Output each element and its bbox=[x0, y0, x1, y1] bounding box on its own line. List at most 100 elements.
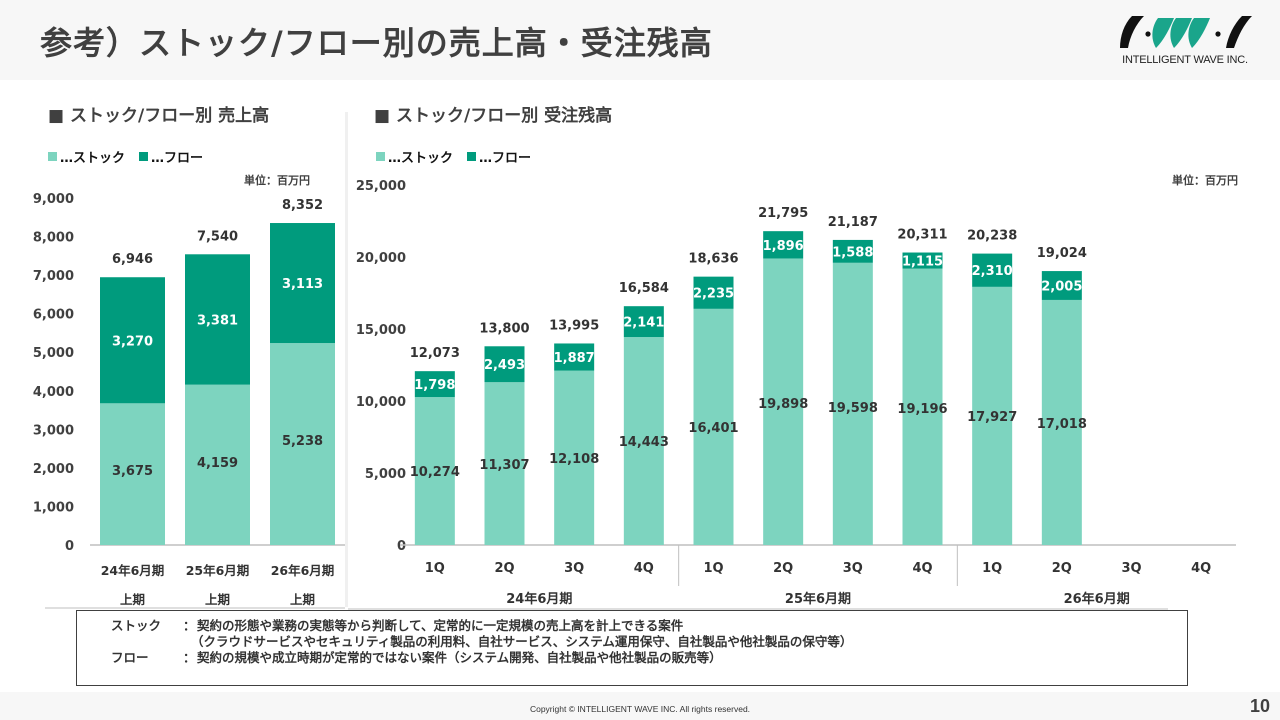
bar-stock bbox=[554, 370, 595, 545]
x-tick-label: 4Q bbox=[1191, 561, 1211, 576]
definition-stock-detail: （クラウドサービスやセキュリティ製品の利用料、自社サービス、システム運用保守、自… bbox=[111, 634, 1187, 650]
x-tick-label: 2Q bbox=[773, 561, 793, 576]
bar-flow bbox=[185, 254, 250, 385]
definition-separator: ： bbox=[183, 650, 196, 665]
data-label-total: 18,636 bbox=[688, 252, 738, 267]
bar-stock bbox=[623, 337, 664, 545]
data-label-total: 13,800 bbox=[479, 321, 529, 336]
definition-desc-stock-examples: （クラウドサービスやセキュリティ製品の利用料、自社サービス、システム運用保守、自… bbox=[191, 634, 853, 649]
y-tick-label: 15,000 bbox=[356, 323, 406, 338]
data-label-flow: 1,896 bbox=[763, 239, 804, 254]
y-tick-label: 25,000 bbox=[356, 179, 406, 194]
x-tick-sublabel: 上期 bbox=[120, 592, 145, 607]
data-label-stock: 19,598 bbox=[828, 401, 878, 416]
data-label-stock: 14,443 bbox=[619, 435, 669, 450]
data-label-flow: 1,887 bbox=[554, 351, 595, 366]
sales-chart: 0 1,000 2,000 3,000 4,000 5,000 6,000 7,000 8,00… bbox=[33, 192, 345, 609]
x-tick-label: 1Q bbox=[982, 561, 1002, 576]
x-tick-label: 1Q bbox=[703, 561, 723, 576]
y-tick-label: 7,000 bbox=[33, 269, 74, 284]
bar-stock bbox=[1041, 299, 1082, 545]
bar-flow bbox=[972, 253, 1013, 287]
legend-label-stock: …ストック bbox=[388, 151, 454, 166]
header-bar: 参考）ストック/フロー別の売上高・受注残高 INTELLIGENT WAVE I… bbox=[0, 0, 1280, 80]
definition-desc-stock: 契約の形態や業務の実態等から判断して、定常的に一定規模の売上高を計上できる案件 bbox=[197, 618, 684, 633]
bar-flow bbox=[832, 239, 873, 263]
legend-item-flow: …フロー bbox=[467, 147, 531, 166]
x-tick-label: 4Q bbox=[912, 561, 932, 576]
y-tick-label: 1,000 bbox=[33, 500, 74, 515]
x-tick-sublabel: 上期 bbox=[290, 592, 315, 607]
bar-flow bbox=[270, 223, 335, 344]
data-label-total: 12,073 bbox=[410, 346, 460, 361]
x-tick-label: 3Q bbox=[843, 561, 863, 576]
y-tick-label: 5,000 bbox=[33, 346, 74, 361]
data-label-total: 21,187 bbox=[828, 215, 878, 230]
bar-flow bbox=[100, 277, 165, 404]
data-label-stock: 17,018 bbox=[1037, 417, 1087, 432]
definitions-box: ストック ： 契約の形態や業務の実態等から判断して、定常的に一定規模の売上高を計… bbox=[76, 610, 1188, 686]
legend-label-flow: …フロー bbox=[151, 151, 204, 166]
y-tick-label: 2,000 bbox=[33, 462, 74, 477]
sales-chart-title: ■ ストック/フロー別 売上高 bbox=[48, 106, 270, 126]
data-label-flow: 2,141 bbox=[623, 316, 664, 331]
y-tick-label: 8,000 bbox=[33, 231, 74, 246]
bar-stock bbox=[484, 382, 525, 545]
data-label-flow: 3,270 bbox=[112, 334, 153, 349]
legend-label-flow: …フロー bbox=[479, 151, 532, 166]
x-tick-label: 4Q bbox=[634, 561, 654, 576]
data-label-stock: 19,196 bbox=[897, 402, 947, 417]
data-label-total: 13,995 bbox=[549, 318, 599, 333]
data-label-total: 7,540 bbox=[197, 229, 238, 244]
y-tick-label: 3,000 bbox=[33, 423, 74, 438]
y-tick-label: 6,000 bbox=[33, 308, 74, 323]
definition-term-flow: フロー bbox=[111, 650, 149, 665]
data-label-total: 16,584 bbox=[619, 281, 669, 296]
x-tick-label: 26年6月期 bbox=[271, 563, 335, 578]
data-label-flow: 2,005 bbox=[1041, 280, 1082, 295]
data-label-flow: 1,798 bbox=[414, 378, 455, 393]
data-label-flow: 1,115 bbox=[902, 255, 943, 270]
data-label-total: 20,311 bbox=[897, 228, 947, 243]
data-label-flow: 1,588 bbox=[832, 245, 873, 260]
y-tick-label: 0 bbox=[397, 539, 406, 554]
x-tick-label: 2Q bbox=[494, 561, 514, 576]
y-tick-label: 20,000 bbox=[356, 251, 406, 266]
iwi-logo-icon bbox=[1120, 16, 1252, 48]
sales-chart-legend: …ストック …フロー bbox=[48, 147, 203, 166]
data-label-stock: 5,238 bbox=[282, 434, 323, 449]
x-tick-label: 3Q bbox=[564, 561, 584, 576]
bar-stock bbox=[100, 403, 165, 545]
x-tick-label: 25年6月期 bbox=[186, 563, 250, 578]
section-divider bbox=[345, 112, 348, 607]
group-label: 25年6月期 bbox=[785, 591, 851, 607]
bar-stock bbox=[414, 397, 455, 545]
x-tick-label: 2Q bbox=[1052, 561, 1072, 576]
stock-swatch-icon bbox=[48, 152, 57, 161]
data-label-total: 6,946 bbox=[112, 252, 153, 267]
bar-flow bbox=[1041, 271, 1082, 300]
data-label-stock: 10,274 bbox=[410, 465, 460, 480]
data-label-total: 20,238 bbox=[967, 229, 1017, 244]
sales-unit-label: 単位：百万円 bbox=[244, 174, 310, 187]
y-tick-label: 10,000 bbox=[356, 395, 406, 410]
bar-stock bbox=[972, 286, 1013, 545]
bar-stock bbox=[185, 384, 250, 545]
legend-item-stock: …ストック bbox=[376, 147, 453, 166]
x-tick-label: 24年6月期 bbox=[101, 563, 165, 578]
data-label-stock: 19,898 bbox=[758, 397, 808, 412]
data-label-flow: 2,310 bbox=[972, 264, 1013, 279]
bar-flow bbox=[902, 252, 943, 269]
flow-swatch-icon bbox=[467, 152, 477, 161]
data-label-flow: 3,381 bbox=[197, 313, 238, 328]
logo-text: INTELLIGENT WAVE INC. bbox=[1122, 54, 1248, 66]
backlog-unit-label: 単位：百万円 bbox=[1172, 174, 1238, 187]
bar-flow bbox=[763, 231, 804, 259]
data-label-stock: 12,108 bbox=[549, 452, 599, 467]
bar-stock bbox=[693, 308, 734, 545]
bar-stock bbox=[832, 262, 873, 545]
stock-swatch-icon bbox=[376, 152, 385, 161]
legend-label-stock: …ストック bbox=[60, 151, 126, 166]
x-tick-sublabel: 上期 bbox=[205, 592, 230, 607]
data-label-flow: 2,493 bbox=[484, 358, 525, 373]
